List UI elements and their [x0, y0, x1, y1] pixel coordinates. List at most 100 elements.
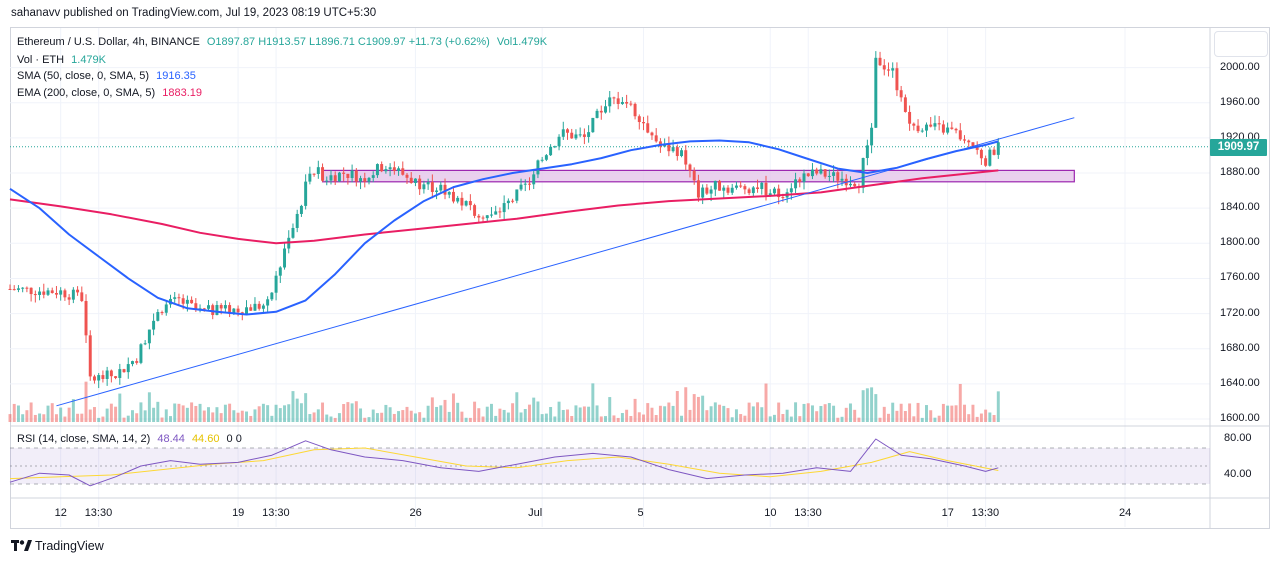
legend-symbol-row: Ethereum / U.S. Dollar, 4h, BINANCE O189…: [17, 36, 547, 48]
candle-body: [988, 149, 992, 166]
candle-body: [848, 183, 852, 186]
volume-bar: [996, 391, 1000, 422]
volume-bar: [354, 401, 358, 422]
scale-button[interactable]: [1214, 31, 1268, 57]
candle-body: [840, 178, 844, 181]
candle-body: [675, 147, 679, 157]
candle-body: [494, 211, 498, 215]
volume-bar: [266, 405, 270, 422]
volume-bar: [591, 383, 595, 422]
volume-bar: [76, 413, 80, 422]
candle-body: [152, 320, 156, 330]
candle-body: [109, 370, 113, 377]
candle-body: [481, 217, 485, 219]
candle-body: [80, 292, 84, 302]
rsi-pane: [9, 438, 1210, 487]
candle-body: [941, 124, 945, 133]
tradingview-logo-icon: [11, 540, 32, 551]
volume-bar: [16, 405, 20, 422]
candle-body: [270, 292, 274, 300]
volume-bar: [190, 402, 194, 422]
candle-body: [819, 169, 823, 174]
candle-body: [409, 177, 413, 183]
volume-bar: [612, 415, 616, 422]
legend-rsi-ma-value: 44.60: [191, 433, 220, 445]
volume-bar: [46, 405, 50, 422]
candle-body: [667, 143, 671, 152]
candle-body: [316, 167, 320, 174]
volume-bar: [616, 417, 620, 422]
candle-body: [42, 291, 46, 295]
time-axis-label: 10: [764, 507, 777, 519]
candle-body: [929, 124, 933, 127]
volume-bar: [946, 405, 950, 422]
candle-body: [680, 150, 684, 157]
volume-bar: [608, 397, 612, 422]
candle-body: [12, 289, 16, 291]
volume-bar: [405, 406, 409, 422]
legend-ema-value: 1883.19: [162, 87, 202, 99]
volume-bar: [25, 410, 29, 422]
tradingview-logo[interactable]: TradingView: [11, 539, 104, 553]
candle-body: [473, 205, 477, 216]
volume-bar: [388, 407, 392, 422]
candle-body: [920, 130, 924, 132]
candle-body: [654, 135, 658, 142]
price-axis-label: 1640.00: [1220, 376, 1260, 389]
candle-body: [549, 146, 553, 156]
volume-bar: [967, 414, 971, 422]
candle-body: [131, 361, 134, 365]
volume-bar: [895, 410, 899, 422]
candle-body: [637, 116, 641, 123]
volume-bar: [337, 413, 341, 422]
candle-body: [363, 178, 367, 182]
candle-body: [722, 187, 726, 191]
volume-bar: [261, 403, 265, 422]
candle-body: [899, 90, 903, 98]
volume-bar: [523, 409, 527, 422]
volume-bar: [764, 383, 768, 422]
volume-bar: [169, 416, 172, 422]
price-axis-label: 1600.00: [1220, 412, 1260, 424]
candle-body: [726, 187, 730, 193]
volume-bar: [730, 417, 734, 422]
price-axis-label: 2000.00: [1220, 60, 1260, 73]
volume-bar: [975, 416, 979, 422]
legend-rsi-value: 48.44: [157, 433, 185, 445]
legend-sma-value: 1916.35: [156, 70, 196, 82]
candle-body: [147, 329, 151, 344]
legend-ema-label: EMA (200, close, 0, SMA, 5): [17, 87, 156, 99]
candle-body: [625, 101, 629, 104]
candle-body: [59, 290, 63, 295]
volume-bar: [299, 403, 303, 422]
volume-bar: [131, 410, 134, 422]
volume-bar: [870, 387, 874, 422]
candle-body: [506, 200, 510, 204]
legend-symbol: Ethereum / U.S. Dollar, 4h, BINANCE: [17, 36, 200, 48]
volume-bar: [312, 412, 316, 422]
volume-bar: [147, 392, 151, 422]
candle-body: [865, 145, 869, 159]
trendline: [56, 117, 1075, 407]
volume-bar: [477, 408, 481, 422]
candle-body: [604, 106, 607, 113]
volume-bar: [933, 417, 937, 422]
volume-bar: [578, 407, 582, 422]
candle-body: [207, 305, 210, 309]
candle-body: [671, 147, 675, 152]
volume-bar: [401, 410, 405, 422]
candle-body: [50, 290, 54, 294]
candle-body: [992, 149, 996, 155]
volume-bar: [152, 407, 156, 422]
volume-bar: [278, 408, 282, 422]
volume-bar: [329, 416, 333, 422]
candle-body: [118, 369, 122, 378]
volume-bar: [650, 407, 654, 422]
candle-body: [304, 181, 308, 206]
volume-bar: [663, 406, 667, 422]
candle-body: [54, 293, 58, 295]
volume-bar: [802, 403, 806, 422]
volume-bar: [912, 416, 916, 422]
volume-bar: [844, 407, 848, 422]
